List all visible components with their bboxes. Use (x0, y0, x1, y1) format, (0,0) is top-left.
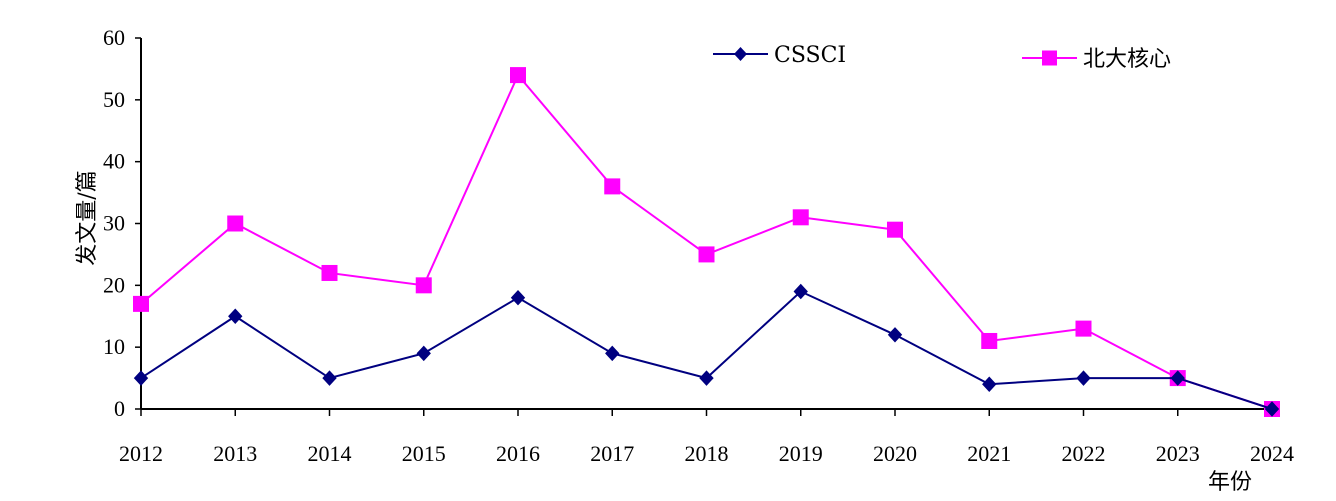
data-point (133, 370, 149, 386)
data-point (699, 370, 714, 386)
y-tick-label: 40 (103, 149, 125, 174)
x-tick-label: 2015 (402, 441, 446, 466)
series-line (140, 290, 1273, 410)
data-point (698, 246, 715, 263)
x-tick-label: 2022 (1062, 441, 1106, 466)
series-pku-core (133, 67, 1280, 417)
data-point (792, 209, 809, 226)
data-point (887, 327, 903, 343)
y-tick-label: 60 (103, 25, 125, 50)
data-point (887, 221, 903, 238)
legend-item: CSSCI (713, 43, 846, 68)
legend: CSSCI 北大核心 (713, 43, 1171, 72)
series-layer (133, 67, 1280, 417)
data-point (982, 376, 997, 393)
series-cssci (133, 283, 1280, 417)
data-point (604, 178, 621, 195)
x-tick-label: 2019 (779, 441, 823, 466)
x-tick-label: 2018 (685, 441, 729, 466)
y-tick-label: 50 (103, 87, 125, 112)
x-tick-label: 2014 (308, 441, 352, 466)
data-point (1170, 370, 1185, 386)
x-tick-label: 2012 (119, 441, 163, 466)
data-point (321, 264, 338, 281)
x-tick-label: 2013 (213, 441, 257, 466)
data-point (510, 289, 526, 306)
data-point (510, 67, 526, 84)
data-point (1075, 320, 1092, 337)
data-point (605, 345, 620, 362)
data-point (322, 370, 337, 386)
x-tick-label: 2024 (1250, 441, 1294, 466)
legend-label: CSSCI (774, 43, 846, 68)
series-line (140, 73, 1273, 410)
legend-item: 北大核心 (1022, 47, 1171, 72)
data-point (227, 215, 244, 232)
data-point (133, 295, 149, 312)
data-point (793, 283, 808, 300)
x-tick-label: 2020 (873, 441, 917, 466)
x-tick-label: 2021 (967, 441, 1011, 466)
data-point (416, 345, 431, 362)
data-point (415, 277, 432, 294)
legend-marker (734, 47, 747, 61)
axes: 0 10 20 30 40 50 60 2012 2013 2014 2015 2016 2017 201… (103, 25, 1294, 466)
y-tick-label: 10 (103, 334, 125, 359)
data-point (1076, 370, 1091, 386)
data-point (981, 332, 998, 349)
legend-marker (1042, 50, 1057, 66)
data-point (1264, 401, 1280, 417)
x-tick-label: 2017 (590, 441, 634, 466)
y-axis-label: 发文量/篇 (75, 170, 100, 265)
x-axis-label: 年份 (1208, 470, 1252, 495)
x-tick-label: 2016 (496, 441, 540, 466)
y-tick-label: 0 (114, 396, 125, 421)
x-tick-label: 2023 (1156, 441, 1200, 466)
y-tick-label: 30 (103, 211, 125, 236)
data-point (228, 308, 243, 324)
y-tick-label: 20 (103, 272, 125, 297)
legend-label: 北大核心 (1083, 47, 1171, 72)
